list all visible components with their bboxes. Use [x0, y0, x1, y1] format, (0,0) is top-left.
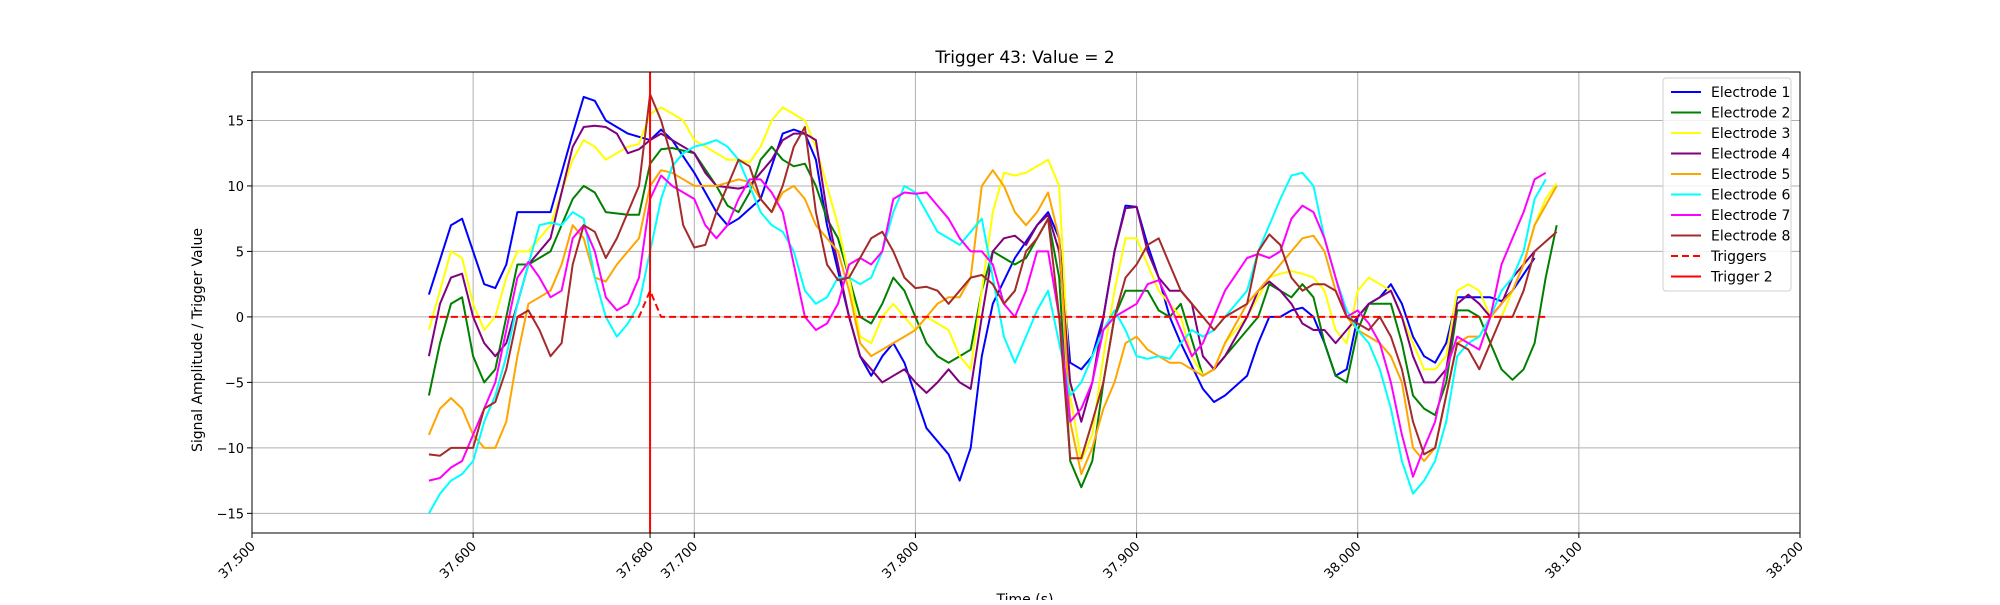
- legend-label: Electrode 4: [1711, 147, 1790, 163]
- y-tick-label: −5: [225, 376, 244, 391]
- y-axis-ticks: −15 −10 −5 0 5 10 15: [217, 114, 252, 522]
- chart-title: Trigger 43: Value = 2: [934, 48, 1114, 68]
- y-axis-label: Signal Amplitude / Trigger Value: [190, 228, 206, 452]
- legend-box: [1662, 77, 1792, 292]
- legend-label: Electrode 2: [1711, 106, 1790, 122]
- legend-label: Triggers: [1710, 249, 1767, 265]
- series-line-triggers: [428, 289, 1546, 318]
- legend-label: Electrode 7: [1711, 208, 1790, 224]
- series-line-electrode-2: [427, 145, 1558, 489]
- legend-label: Electrode 1: [1711, 85, 1790, 101]
- y-tick-label: 15: [227, 114, 244, 129]
- legend-label: Electrode 5: [1711, 167, 1790, 183]
- series-lines: [427, 93, 1558, 514]
- plot-frame: [251, 71, 1801, 534]
- series-line-electrode-3: [427, 106, 1558, 462]
- y-tick-label: 0: [236, 311, 244, 326]
- y-tick-label: 10: [227, 180, 244, 195]
- series-line-electrode-4: [427, 124, 1536, 423]
- series-line-electrode-6: [428, 139, 1547, 514]
- legend-label: Electrode 3: [1711, 126, 1790, 142]
- series-line-electrode-8: [428, 93, 1558, 460]
- y-tick-label: −15: [217, 507, 244, 522]
- legend-label: Electrode 8: [1711, 229, 1790, 245]
- legend-label: Trigger 2: [1710, 270, 1773, 286]
- series-line-electrode-5: [427, 169, 1558, 476]
- x-axis-label: Time (s): [996, 592, 1054, 600]
- legend: Electrode 1 Electrode 2 Electrode 3 Electro…: [1662, 77, 1792, 292]
- y-tick-label: 5: [236, 245, 244, 260]
- legend-label: Electrode 6: [1711, 188, 1790, 204]
- y-tick-label: −10: [217, 442, 244, 457]
